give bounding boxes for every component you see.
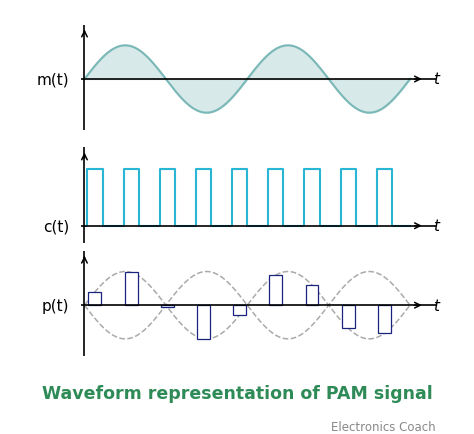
Bar xyxy=(125,273,137,306)
Bar xyxy=(89,292,101,306)
Text: t: t xyxy=(433,72,439,87)
Bar xyxy=(342,306,355,329)
Text: t: t xyxy=(433,298,439,313)
Bar xyxy=(197,306,210,339)
Bar xyxy=(233,306,246,315)
Text: Electronics Coach: Electronics Coach xyxy=(331,420,436,433)
Text: Waveform representation of PAM signal: Waveform representation of PAM signal xyxy=(42,384,432,402)
Bar xyxy=(161,306,174,307)
Text: c(t): c(t) xyxy=(43,219,69,233)
Bar xyxy=(306,285,319,306)
Text: m(t): m(t) xyxy=(36,72,69,87)
Text: t: t xyxy=(433,219,439,233)
Text: p(t): p(t) xyxy=(41,298,69,313)
Bar xyxy=(378,306,391,334)
Bar xyxy=(269,276,283,306)
